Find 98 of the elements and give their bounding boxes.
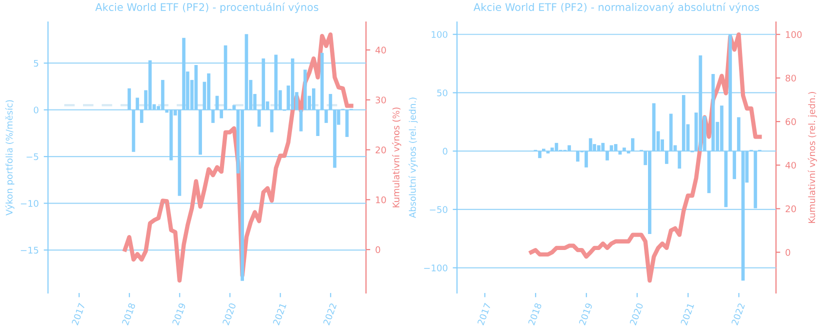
bar — [584, 151, 588, 168]
bar — [290, 58, 294, 110]
x-tick-label: 2022 — [322, 302, 337, 326]
bar — [198, 110, 202, 155]
y2-tick-label: 80 — [786, 74, 796, 82]
bar — [741, 151, 745, 281]
bar — [538, 151, 542, 158]
bar — [588, 138, 592, 152]
bar — [711, 74, 715, 152]
x-tick-label: 2019 — [578, 302, 593, 326]
bar — [244, 34, 248, 110]
bar — [270, 110, 274, 132]
bar — [207, 73, 210, 110]
y2-tick-label: 40 — [785, 162, 796, 169]
bar — [737, 117, 740, 152]
bar — [678, 151, 682, 169]
chart-title: Akcie World ETF (PF2) - procentuální výnos — [95, 2, 318, 14]
bar — [220, 110, 224, 118]
bar — [631, 138, 634, 152]
x-tick-label: 2020 — [222, 302, 236, 326]
y-tick-label: 100 — [432, 31, 448, 38]
bar — [333, 110, 336, 168]
bar — [240, 110, 244, 281]
bar — [652, 103, 656, 152]
bar — [262, 58, 266, 110]
bar — [161, 80, 164, 110]
bar — [274, 54, 278, 110]
y-tick-label: −100 — [424, 264, 448, 272]
bar — [576, 151, 580, 162]
x-tick-label: 2021 — [272, 302, 286, 326]
bar — [606, 151, 609, 160]
bar — [614, 144, 618, 152]
bar — [682, 95, 686, 152]
y-tick-label: −15 — [20, 246, 38, 254]
bar — [140, 110, 144, 123]
x-tick-label: 2018 — [528, 302, 542, 326]
bar — [698, 55, 702, 152]
y2-tick-label: 10 — [376, 196, 386, 204]
bar — [597, 145, 600, 152]
bar — [542, 148, 546, 152]
bar — [224, 45, 228, 110]
bar — [316, 110, 320, 136]
bar — [324, 110, 328, 123]
bar — [328, 94, 332, 110]
y2-tick-label: 60 — [786, 118, 796, 126]
x-tick-label: 2018 — [122, 302, 136, 326]
bar — [136, 98, 140, 110]
bar — [622, 148, 626, 152]
y-tick-label: −5 — [26, 153, 38, 160]
bar — [664, 151, 668, 164]
bar — [707, 151, 711, 194]
bar — [610, 145, 614, 152]
y2-tick-label: 20 — [376, 146, 386, 154]
bar — [211, 110, 215, 123]
y2-axis-title: Kumulativní výnos (rel. jedn.) — [808, 92, 817, 223]
y-tick-label: −50 — [430, 206, 448, 213]
bar — [728, 34, 732, 152]
bar — [320, 52, 324, 110]
bar — [128, 88, 131, 110]
bar — [303, 70, 307, 110]
bar — [299, 110, 303, 132]
x-tick-label: 2021 — [680, 302, 694, 326]
chart-title: Akcie World ETF (PF2) - normalizovaný absolutní výnos — [474, 2, 760, 14]
bar — [720, 106, 724, 152]
y2-tick-label: 0 — [786, 248, 790, 256]
bar — [257, 110, 261, 127]
bar — [345, 110, 349, 137]
x-tick-label: 2020 — [630, 302, 644, 326]
y2-tick-label: 100 — [786, 31, 802, 38]
y2-tick-label: 0 — [376, 246, 380, 254]
y-axis-title: Výkon portfolia (%/měsíc) — [5, 100, 14, 216]
y2-tick-label: 20 — [786, 205, 796, 212]
bar — [132, 110, 136, 152]
y2-tick-label: 30 — [376, 96, 386, 104]
bar — [732, 151, 736, 180]
y-tick-label: 5 — [34, 60, 38, 67]
y2-axis-title: Kumulativní výnos (%) — [392, 108, 402, 208]
y-tick-label: 0 — [34, 106, 38, 114]
y-tick-label: 50 — [437, 89, 448, 96]
x-tick-label: 2022 — [731, 302, 745, 326]
bar — [182, 38, 186, 110]
y-tick-label: −10 — [20, 200, 38, 207]
bar — [148, 60, 152, 110]
y-axis-title: Absolutní výnos (rel. jedn.) — [408, 98, 418, 218]
x-tick-label: 2017 — [71, 302, 86, 326]
bar — [232, 105, 236, 110]
bar — [568, 145, 571, 152]
x-tick-label: 2019 — [172, 302, 186, 326]
y2-tick-label: 40 — [375, 46, 386, 54]
bar — [194, 64, 198, 110]
y-tick-label: 0 — [442, 148, 448, 155]
x-tick-label: 2017 — [477, 302, 491, 326]
bar — [724, 151, 728, 208]
bar — [669, 114, 673, 152]
bar — [178, 110, 182, 196]
bar — [169, 110, 173, 160]
bar — [215, 96, 219, 110]
bar — [754, 151, 758, 208]
